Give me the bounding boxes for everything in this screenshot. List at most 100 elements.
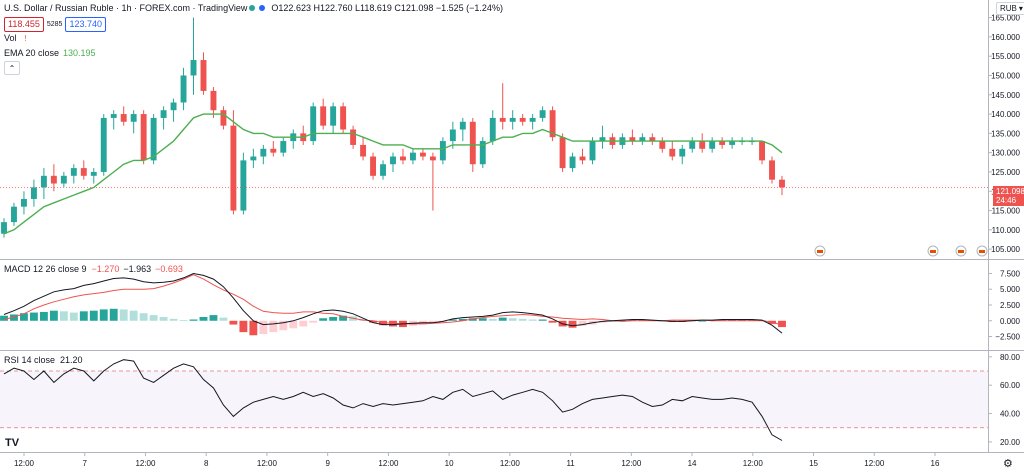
candle-body xyxy=(439,141,446,161)
candle-body xyxy=(140,114,147,161)
candle-body xyxy=(380,164,386,176)
time-tick-label: 12:00 xyxy=(14,459,35,468)
candle-body xyxy=(779,179,785,188)
macd-histogram-bar xyxy=(698,320,707,322)
bar-countdown: 24:46 xyxy=(996,196,1017,205)
candle-body xyxy=(200,60,207,91)
macd-histogram-bar xyxy=(20,313,28,321)
macd-line-value: −1.963 xyxy=(123,264,152,274)
price-tick-label: 135.000 xyxy=(991,129,1020,138)
macd-histogram-bar xyxy=(59,311,68,321)
candle-body xyxy=(210,90,217,111)
rsi-tick-label: 20.00 xyxy=(1000,438,1021,447)
time-tick-label: 7 xyxy=(83,459,88,468)
macd-hist-value: −1.270 xyxy=(91,264,120,274)
macd-histogram-bar xyxy=(309,320,318,323)
volume-legend: Vol ! xyxy=(4,33,27,43)
candle-body xyxy=(390,156,396,165)
rsi-label[interactable]: RSI 14 close xyxy=(4,355,56,365)
volume-label[interactable]: Vol xyxy=(4,33,17,43)
candle-body xyxy=(250,156,257,161)
candle-body xyxy=(629,137,636,142)
macd-histogram-bar xyxy=(129,310,138,321)
candle-body xyxy=(280,141,287,153)
ask-box[interactable]: 123.740 xyxy=(65,17,106,32)
macd-histogram-bar xyxy=(538,319,547,321)
ema-legend: EMA 20 close 130.195 xyxy=(4,48,96,58)
candle-body xyxy=(719,141,726,145)
time-tick-label: 12:00 xyxy=(378,459,399,468)
candle-body xyxy=(310,106,317,142)
candle-body xyxy=(429,156,436,161)
price-tick-label: 165.000 xyxy=(991,14,1020,23)
warning-icon[interactable]: ! xyxy=(24,33,27,43)
macd-histogram-bar xyxy=(29,312,38,321)
macd-tick-label: 7.500 xyxy=(1000,269,1021,278)
candle-body xyxy=(469,121,476,165)
candle-body xyxy=(270,148,277,153)
time-tick-label: 8 xyxy=(204,459,209,468)
gear-icon: ⚙ xyxy=(1003,458,1013,470)
macd-histogram-bar xyxy=(628,319,637,321)
candle-body xyxy=(130,114,137,122)
macd-histogram-bar xyxy=(99,309,108,321)
candle-body xyxy=(649,137,656,142)
macd-histogram-bar xyxy=(149,315,158,321)
candle-body xyxy=(509,117,516,122)
candle-body xyxy=(669,148,676,157)
macd-histogram-bar xyxy=(249,320,258,336)
currency-button[interactable]: RUB ▾ xyxy=(996,2,1024,15)
candle-body xyxy=(599,137,606,142)
macd-histogram-bar xyxy=(468,318,477,321)
macd-histogram-bar xyxy=(229,320,238,325)
candle-body xyxy=(409,152,416,161)
bid-box[interactable]: 118.455 xyxy=(4,17,44,32)
price-tick-label: 150.000 xyxy=(991,71,1020,80)
spread-value: 5285 xyxy=(46,21,63,28)
time-tick-label: 12:00 xyxy=(621,459,642,468)
tradingview-logo[interactable]: TV xyxy=(5,437,19,449)
collapse-legend-button[interactable]: ⌃ xyxy=(4,61,20,75)
candle-body xyxy=(90,171,97,176)
candle-body xyxy=(559,137,566,169)
candle-body xyxy=(170,102,177,111)
candle-body xyxy=(40,175,47,188)
quote-row: 118.455 5285 123.740 xyxy=(4,17,109,32)
time-tick-label: 12:00 xyxy=(743,459,764,468)
symbol-header: U.S. Dollar / Russian Ruble · 1h · FOREX… xyxy=(4,3,503,13)
candle-body xyxy=(340,106,347,130)
macd-histogram-bar xyxy=(209,315,218,321)
candle-body xyxy=(230,125,237,211)
time-tick-label: 10 xyxy=(445,459,454,468)
candle-body xyxy=(549,110,556,138)
candle-body xyxy=(370,156,377,176)
time-tick-label: 9 xyxy=(325,459,330,468)
settings-button[interactable]: ⚙ xyxy=(1003,457,1013,470)
candle-body xyxy=(519,117,526,122)
candle-body xyxy=(489,117,496,142)
macd-histogram-bar xyxy=(339,315,348,321)
macd-histogram-bar xyxy=(219,317,228,321)
candle-body xyxy=(419,152,426,157)
macd-legend: MACD 12 26 close 9 −1.270 −1.963 −0.693 xyxy=(4,264,183,274)
macd-histogram-bar xyxy=(488,318,497,321)
macd-histogram-bar xyxy=(0,315,8,321)
time-tick-label: 12:00 xyxy=(864,459,885,468)
macd-label[interactable]: MACD 12 26 close 9 xyxy=(4,264,87,274)
ohlc-values: O122.623 H122.760 L118.619 C121.098 −1.5… xyxy=(271,3,503,13)
macd-histogram-bar xyxy=(738,319,747,321)
ema-label[interactable]: EMA 20 close xyxy=(4,48,60,58)
candle-body xyxy=(70,168,77,176)
candle-body xyxy=(400,156,406,161)
time-tick-label: 12:00 xyxy=(500,459,521,468)
macd-signal-value: −0.693 xyxy=(155,264,183,274)
macd-histogram-bar xyxy=(69,312,78,321)
macd-histogram-bar xyxy=(518,318,527,321)
macd-histogram-bar xyxy=(568,320,577,328)
market-status-icon xyxy=(249,5,256,11)
candle-body xyxy=(449,129,456,142)
symbol-title[interactable]: U.S. Dollar / Russian Ruble · 1h · FOREX… xyxy=(4,3,248,13)
candle-body xyxy=(769,160,775,180)
